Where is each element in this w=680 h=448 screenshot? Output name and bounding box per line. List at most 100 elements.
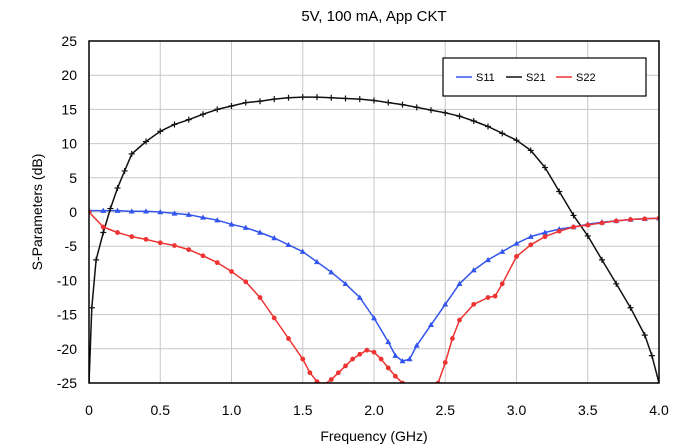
y-axis-label: S-Parameters (dB) xyxy=(29,154,45,271)
data-point-s11 xyxy=(128,208,135,214)
data-point-s11 xyxy=(485,256,491,263)
data-point-s21 xyxy=(428,107,434,114)
data-point-s11 xyxy=(228,221,235,227)
x-tick-label: 4.0 xyxy=(649,402,669,418)
data-point-s22 xyxy=(157,240,163,246)
data-point-s22 xyxy=(143,236,149,242)
data-point-s11 xyxy=(470,267,477,273)
data-point-s21 xyxy=(328,94,335,101)
y-tick-label: -10 xyxy=(57,272,77,288)
y-tick-label: -20 xyxy=(57,341,77,357)
data-point-s21 xyxy=(257,98,263,105)
data-point-s22 xyxy=(257,295,263,300)
data-point-s22 xyxy=(442,360,448,365)
data-point-s21 xyxy=(570,212,577,219)
legend-box xyxy=(442,57,647,97)
data-point-s22 xyxy=(186,247,192,253)
data-point-s11 xyxy=(257,229,263,235)
x-axis-label: Frequency (GHz) xyxy=(320,428,427,444)
data-point-s11 xyxy=(406,356,413,362)
data-point-s11 xyxy=(392,352,399,358)
data-point-s22 xyxy=(300,356,306,362)
y-tick-labels: 25 20 15 10 5 0 -5 -10 -15 -20 -25 xyxy=(57,33,77,391)
data-point-s11 xyxy=(157,209,164,215)
data-point-s22 xyxy=(585,222,591,228)
data-point-s21 xyxy=(114,185,121,192)
data-point-s21 xyxy=(442,109,449,116)
data-point-s21 xyxy=(413,104,420,111)
x-tick-label: 1.5 xyxy=(293,402,313,418)
y-tick-label: 10 xyxy=(61,136,77,152)
data-point-s22 xyxy=(357,351,363,357)
data-point-s21 xyxy=(513,137,520,144)
data-point-s11 xyxy=(214,217,221,223)
x-tick-label: 0 xyxy=(85,402,93,418)
data-point-s22 xyxy=(328,377,334,382)
data-point-s22 xyxy=(556,228,562,234)
data-point-s22 xyxy=(449,336,455,341)
data-point-s22 xyxy=(514,254,519,259)
data-point-s11 xyxy=(499,248,506,254)
data-point-s22 xyxy=(599,220,605,226)
y-tick-label: 15 xyxy=(61,101,77,117)
legend-label-s22: S22 xyxy=(576,72,596,84)
x-tick-labels: 0 0.5 1.0 1.5 2.0 2.5 3.0 3.5 4.0 xyxy=(85,402,669,418)
data-point-s22 xyxy=(371,349,377,355)
data-point-s22 xyxy=(485,295,491,300)
data-point-s22 xyxy=(628,217,633,222)
data-point-s22 xyxy=(100,224,106,230)
data-point-s21 xyxy=(542,164,548,171)
data-point-s21 xyxy=(100,229,107,236)
series-line-s21 xyxy=(89,96,659,383)
data-point-s22 xyxy=(214,260,220,266)
data-point-s11 xyxy=(299,248,306,254)
data-point-s21 xyxy=(271,96,278,103)
data-point-s21 xyxy=(584,232,591,239)
data-point-s21 xyxy=(499,130,506,137)
data-point-s22 xyxy=(378,356,384,362)
data-point-s21 xyxy=(371,97,377,104)
data-point-s11 xyxy=(527,233,534,239)
data-point-s22 xyxy=(129,234,135,240)
data-point-s22 xyxy=(286,336,291,341)
data-point-s11 xyxy=(185,211,192,217)
data-point-s22 xyxy=(307,370,313,376)
data-point-s21 xyxy=(641,332,648,339)
data-point-s21 xyxy=(214,106,221,113)
x-tick-label: 3.5 xyxy=(578,402,598,418)
data-point-s11 xyxy=(242,224,249,230)
x-tick-label: 2.5 xyxy=(436,402,456,418)
data-point-s22 xyxy=(115,230,120,235)
data-point-s22 xyxy=(421,393,426,398)
x-tick-label: 1.0 xyxy=(222,402,242,418)
legend: S11 S21 S22 xyxy=(442,57,647,97)
data-point-s21 xyxy=(121,167,128,174)
data-point-s11 xyxy=(442,301,449,307)
data-point-s21 xyxy=(485,123,491,130)
data-point-s22 xyxy=(364,347,370,353)
data-point-s22 xyxy=(571,224,576,230)
data-point-s11 xyxy=(171,210,178,216)
data-point-s22 xyxy=(172,243,177,248)
data-point-s21 xyxy=(342,95,349,102)
data-point-s22 xyxy=(499,281,505,287)
y-tick-label: 0 xyxy=(69,204,77,220)
legend-label-s11: S11 xyxy=(476,72,495,84)
data-point-s11 xyxy=(342,280,349,287)
data-point-s22 xyxy=(613,218,619,224)
chart-title: 5V, 100 mA, App CKT xyxy=(301,8,446,25)
data-point-s21 xyxy=(93,256,100,263)
data-point-s22 xyxy=(314,379,320,383)
data-point-s11 xyxy=(428,321,434,328)
data-point-s11 xyxy=(143,208,149,214)
data-point-s21 xyxy=(157,128,164,135)
grid-lines xyxy=(89,41,659,383)
y-tick-label: -25 xyxy=(57,375,77,391)
data-point-s22 xyxy=(243,279,249,285)
y-tick-label: 5 xyxy=(69,170,77,186)
data-point-s11 xyxy=(371,315,377,321)
data-point-s22 xyxy=(492,293,498,299)
data-point-s21 xyxy=(185,116,192,123)
data-point-s11 xyxy=(314,258,320,265)
